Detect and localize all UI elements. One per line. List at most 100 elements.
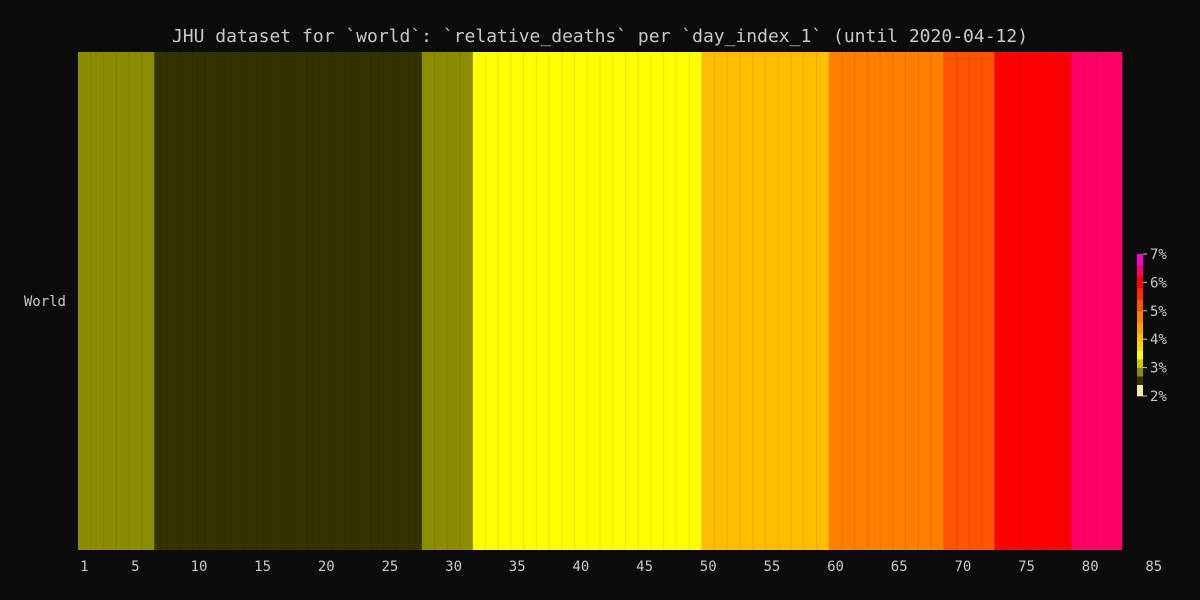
heatmap-cell [650,52,664,550]
heatmap-cell [179,52,193,550]
chart-title: JHU dataset for `world`: `relative_death… [172,26,1028,47]
x-tick-label: 20 [318,559,335,575]
x-tick-label: 65 [891,559,908,575]
legend-tick-label: 2% [1150,389,1167,405]
x-tick-label: 45 [636,559,653,575]
legend-swatch [1137,276,1143,289]
heatmap-cell [485,52,499,550]
heatmap-cell [332,52,346,550]
heatmap-cell [154,52,168,550]
legend-swatch [1137,265,1143,278]
heatmap-cell [905,52,919,550]
x-tick-label: 85 [1145,559,1162,575]
heatmap-cell [841,52,855,550]
row-labels: World [24,294,66,310]
heatmap-cell [956,52,970,550]
heatmap-cell [268,52,283,550]
heatmap-cell [319,52,333,550]
heatmap-cell [294,52,308,550]
heatmap-cell [790,52,805,550]
legend-swatch [1137,342,1143,351]
heatmap-cell [587,52,601,550]
heatmap-cell [498,52,512,550]
heatmap-cell [1096,52,1110,550]
heatmap-cell [256,52,270,550]
x-tick-label: 60 [827,559,844,575]
legend-swatch [1137,322,1143,334]
legend-swatch [1137,384,1143,397]
legend-tick-label: 5% [1150,304,1167,320]
heatmap-cell [103,52,117,550]
heatmap-cell [638,52,652,550]
heatmap-cell [459,52,473,550]
heatmap-cell [892,52,906,550]
legend-swatch [1137,254,1143,266]
heatmap-cell [128,52,142,550]
x-tick-label: 55 [763,559,780,575]
heatmap-cell [1058,52,1072,550]
heatmap-cell [574,52,588,550]
heatmap-cell [447,52,461,550]
x-tick-label: 15 [254,559,271,575]
heatmap-cell [880,52,894,550]
heatmap-cell [854,52,868,550]
heatmap-cells [78,52,1123,550]
heatmap-cell [994,52,1008,550]
heatmap-cell [918,52,932,550]
heatmap-cell [714,52,728,550]
heatmap-cell [1045,52,1059,550]
heatmap-cell [78,52,92,550]
heatmap-cell [969,52,983,550]
heatmap-cell [141,52,155,550]
heatmap-cell [600,52,614,550]
heatmap-cell [816,52,830,550]
heatmap-cell [396,52,410,550]
row-label: World [24,294,66,310]
legend-swatch [1137,367,1143,377]
color-legend: 2% 3% 4% 5% 6% 7% [1137,247,1167,405]
heatmap-cell [345,52,359,550]
heatmap-cell [561,52,575,550]
heatmap-cell [1109,52,1123,550]
heatmap-cell [778,52,792,550]
heatmap-cell [663,52,677,550]
heatmap-cell [931,52,945,550]
heatmap-cell [116,52,130,550]
heatmap-cell [523,52,537,550]
heatmap-cell [727,52,741,550]
heatmap-cell [383,52,397,550]
heatmap-cell [549,52,563,550]
heatmap-cell [421,52,435,550]
heatmap-cell [803,52,817,550]
heatmap-cell [370,52,384,550]
heatmap-cell [1007,52,1021,550]
heatmap-cell [281,52,295,550]
legend-swatch [1137,350,1143,360]
x-tick-label: 30 [445,559,462,575]
heatmap-cell [1083,52,1097,550]
heatmap-cell [829,52,843,550]
heatmap-cell [205,52,219,550]
heatmap-cell [1020,52,1034,550]
legend-swatch [1137,288,1143,300]
heatmap-cell [943,52,957,550]
heatmap-cell [243,52,257,550]
legend-tick-label: 7% [1150,247,1167,263]
x-axis-ticks: 1 5 10 15 20 25 30 35 40 45 50 55 60 65 70 75 80 85 [80,559,1162,575]
x-tick-label: 35 [509,559,526,575]
heatmap-cell [230,52,244,550]
heatmap-cell [472,52,486,550]
x-tick-label: 40 [572,559,589,575]
legend-swatch [1137,310,1143,323]
heatmap-cell [358,52,372,550]
legend-swatch [1137,299,1143,312]
legend-swatch [1137,376,1143,385]
heatmap-cell [765,52,779,550]
heatmap-cell [867,52,881,550]
heatmap-cell [752,52,766,550]
heatmap-cell [981,52,995,550]
heatmap-cell [434,52,448,550]
x-tick-label: 25 [381,559,398,575]
x-tick-label: 80 [1082,559,1099,575]
heatmap-cell [701,52,715,550]
